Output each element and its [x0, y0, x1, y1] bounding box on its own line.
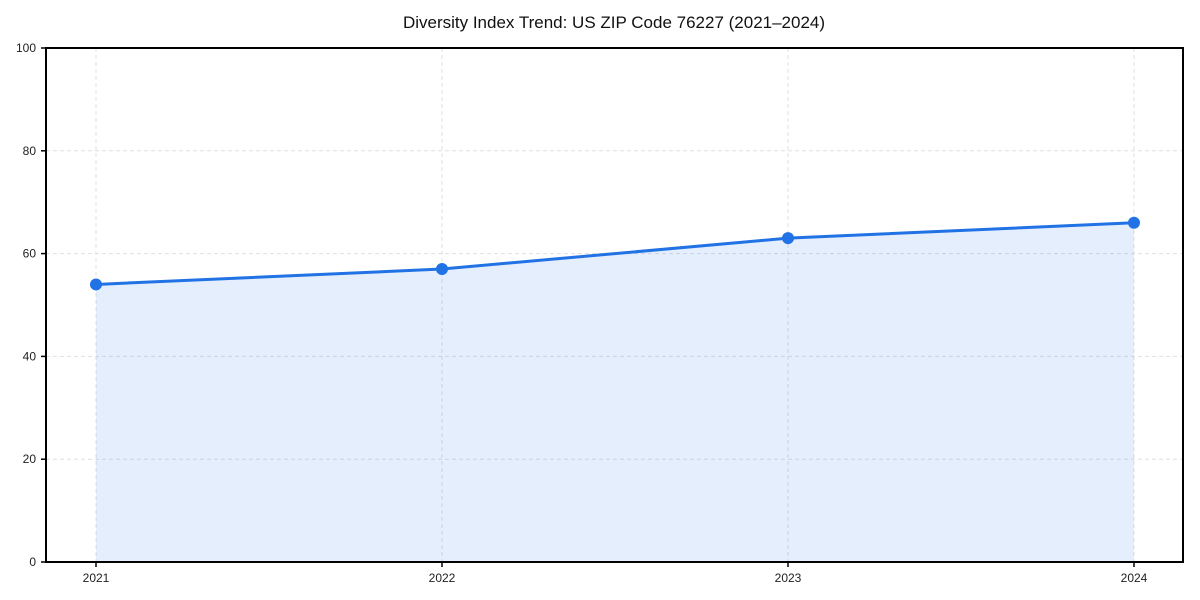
data-point-marker [436, 263, 448, 276]
y-tick-label: 100 [16, 41, 36, 55]
x-tick-label: 2021 [83, 571, 110, 585]
y-tick-label: 0 [29, 555, 36, 569]
y-tick-label: 40 [23, 349, 37, 363]
x-tick-label: 2022 [429, 571, 456, 585]
data-point-marker [90, 278, 102, 291]
x-tick-label: 2024 [1121, 571, 1148, 585]
y-tick-label: 20 [23, 452, 37, 466]
data-point-marker [782, 232, 794, 245]
area-fill [96, 222, 1134, 562]
y-tick-label: 80 [23, 144, 37, 158]
plot-area: 2021 2022 2023 2024 0 20 40 60 80 100 [16, 41, 1184, 585]
trend-line [94, 221, 1136, 286]
plot-border [45, 47, 1184, 563]
y-tick-label: 60 [23, 247, 37, 261]
data-point-marker [1128, 216, 1140, 229]
x-tick-label: 2023 [775, 571, 802, 585]
chart-title: Diversity Index Trend: US ZIP Code 76227… [403, 13, 825, 32]
